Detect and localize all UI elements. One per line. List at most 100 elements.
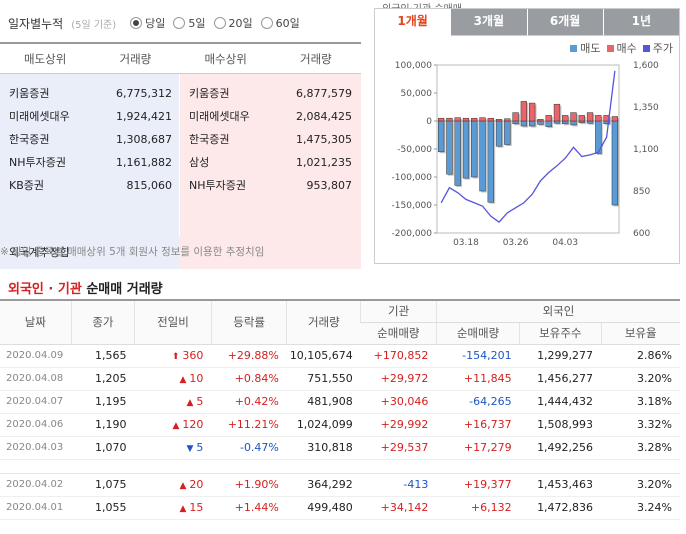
cell-rate: +0.84% [211,367,287,391]
buy-broker-row: 미래에셋대우 2,084,425 [180,105,361,128]
investor-table-body: 2020.04.09 1,565 ⬆ 360 +29.88% 10,105,674 +170… [0,344,680,520]
broker-volume: 1,021,235 [296,156,352,169]
cell-foreign-net: -154,201 [436,344,520,368]
cell-change: ⬆ 360 [134,344,212,368]
buy-bar [586,112,594,122]
cell-foreign-net: +16,737 [436,413,520,437]
cell-change: ▲ 20 [134,473,212,497]
buy-bar [562,115,569,122]
left-tick-label: -100,000 [392,173,433,183]
buy-bar-shadow [505,120,512,123]
chart-legend: 매도 매수 주가 [564,40,673,56]
radio-period-20d[interactable]: 20일 [213,15,253,31]
legend-item-price: 주가 [642,40,673,56]
broker-name: 미래에셋대우 [9,110,70,123]
buy-bar [553,103,561,122]
cell-date: 2020.04.08 [0,367,72,391]
cell-change: ▼ 5 [134,436,212,460]
tab-3-months[interactable]: 3개월 [451,9,528,36]
cell-rate: +11.21% [211,413,287,437]
cell-foreign-ratio: 3.24% [601,496,680,520]
cell-volume: 364,292 [286,473,361,497]
cell-foreign-hold: 1,492,256 [519,436,602,460]
cell-inst-net: +170,852 [360,344,437,368]
cell-date: 2020.04.09 [0,344,72,368]
broker-name: 키움증권 [189,87,230,100]
chart-period-tabs: 1개월 3개월 6개월 1년 [375,9,679,36]
radio-period-60d[interactable]: 60일 [260,15,300,31]
buy-bar [545,115,552,122]
buy-bar [520,101,528,122]
upper-limit-arrow-icon: ⬆ [171,352,180,362]
tab-1-year[interactable]: 1년 [603,9,679,36]
buy-bar [570,112,577,122]
col-foreign-ratio: 보유율 [600,322,680,345]
cell-rate: +29.88% [211,344,287,368]
sell-broker-row: NH투자증권 1,161,882 [0,151,179,174]
cell-close: 1,075 [71,473,135,497]
left-tick-label: 0 [426,117,432,127]
broker-volume: 1,161,882 [116,156,172,169]
buy-bar [471,117,478,122]
tab-6-months[interactable]: 6개월 [527,9,604,36]
broker-name: 삼성 [189,156,210,169]
radio-period-today[interactable]: 당일 [130,15,165,31]
cell-inst-net: +30,046 [360,390,437,414]
cell-foreign-hold: 1,456,277 [519,367,602,391]
radio-icon [173,17,186,29]
broker-name: KB증권 [9,179,44,192]
sell-bar [487,120,494,203]
table-gap-row [0,459,680,474]
left-tick-label: 100,000 [395,61,432,71]
cell-date: 2020.04.01 [0,496,72,520]
sell-bar [471,120,478,178]
buy-bar [537,119,544,122]
col-foreign-net: 순매매량 [435,322,520,345]
buy-broker-row: 삼성 1,021,235 [180,151,361,174]
cell-foreign-ratio: 2.86% [601,344,680,368]
tab-1-month[interactable]: 1개월 [375,9,452,36]
cell-inst-net: +29,972 [360,367,437,391]
net-trading-chart-panel: 1개월 3개월 6개월 1년 매도 매수 주가 100,000 50,000 0 -5… [374,8,680,264]
up-triangle-icon: ▲ [172,421,180,431]
radio-icon [213,17,226,29]
legend-item-buy: 매수 [606,40,637,56]
cell-inst-net: +29,537 [360,436,437,460]
cell-date: 2020.04.03 [0,436,72,460]
broker-volume: 1,308,687 [116,133,172,146]
cell-close: 1,565 [71,344,135,368]
buy-broker-row: NH투자증권 953,807 [180,174,361,197]
broker-volume: 815,060 [126,179,173,192]
cell-rate: +0.42% [211,390,287,414]
table-row: 2020.04.08 1,205 ▲ 10 +0.84% 751,550 +29,972 +1… [0,367,680,391]
cell-foreign-ratio: 3.18% [601,390,680,414]
sell-bar [454,120,461,186]
col-date: 날짜 [0,299,72,345]
broker-volume: 6,775,312 [116,87,172,100]
radio-period-5d[interactable]: 5일 [173,15,206,31]
broker-volume: 2,084,425 [296,110,352,123]
cell-foreign-hold: 1,299,277 [519,344,602,368]
header-sell-volume: 거래량 [119,52,152,66]
buy-bar [437,117,445,122]
right-tick-label: 850 [633,187,650,197]
sell-broker-row: 한국증권 1,308,687 [0,128,179,151]
period-label: 일자별누적 [8,16,64,31]
buy-bar [504,118,511,122]
header-sell-top: 매도상위 [23,52,67,66]
cell-close: 1,195 [71,390,135,414]
up-triangle-icon: ▲ [179,375,187,385]
sell-broker-row: KB증권 815,060 [0,174,179,197]
sell-bar [611,120,619,206]
col-change: 전일비 [134,299,212,345]
buy-bar-shadow [539,120,545,123]
sell-bar [462,120,470,179]
table-row: 2020.04.07 1,195 ▲ 5 +0.42% 481,908 +30,046 -64… [0,390,680,414]
broker-volume: 953,807 [306,179,353,192]
x-tick-label: 03.18 [453,238,479,248]
buy-bar [495,119,503,122]
table-row: 2020.04.02 1,075 ▲ 20 +1.90% 364,292 -413 +19,3… [0,473,680,497]
buy-bar [462,117,470,122]
sell-bar [479,120,486,192]
x-tick-label: 04.03 [552,238,578,248]
